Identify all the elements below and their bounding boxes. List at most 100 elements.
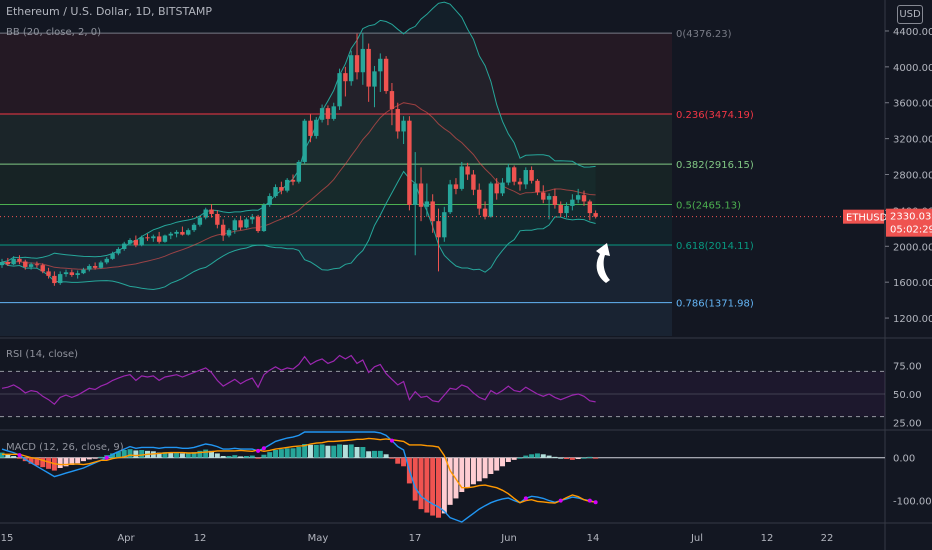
candle[interactable] bbox=[331, 106, 336, 119]
candle[interactable] bbox=[180, 231, 185, 235]
candle[interactable] bbox=[302, 120, 307, 162]
time-axis[interactable]: 15 Apr 12 May 17 Jun 14 Jul 12 22 bbox=[1, 533, 834, 544]
candle[interactable] bbox=[127, 240, 133, 244]
candle[interactable] bbox=[46, 271, 51, 276]
candle[interactable] bbox=[337, 73, 342, 107]
candle[interactable] bbox=[575, 195, 581, 200]
candle[interactable] bbox=[116, 248, 121, 254]
candle[interactable] bbox=[58, 274, 63, 284]
candle[interactable] bbox=[261, 205, 267, 232]
signal-line[interactable] bbox=[2, 437, 596, 504]
candle[interactable] bbox=[267, 196, 272, 206]
candle[interactable] bbox=[69, 272, 75, 275]
candle[interactable] bbox=[343, 73, 348, 82]
candle[interactable] bbox=[511, 167, 517, 182]
last-price-tag[interactable] bbox=[886, 208, 932, 237]
candle[interactable] bbox=[517, 181, 523, 185]
rsi-line[interactable] bbox=[1, 354, 596, 406]
candle[interactable] bbox=[535, 180, 540, 193]
bb-indicator-label[interactable]: BB (20, close, 2, 0) bbox=[6, 27, 101, 38]
candle[interactable] bbox=[197, 217, 203, 225]
candle[interactable] bbox=[587, 201, 593, 214]
candle[interactable] bbox=[477, 189, 482, 209]
candle[interactable] bbox=[459, 166, 464, 189]
candle[interactable] bbox=[308, 120, 313, 136]
candle[interactable] bbox=[162, 235, 168, 242]
candle[interactable] bbox=[430, 201, 435, 222]
candle[interactable] bbox=[290, 179, 296, 182]
candle[interactable] bbox=[558, 205, 563, 214]
currency-button[interactable]: USD bbox=[897, 5, 923, 24]
candle[interactable] bbox=[354, 55, 360, 73]
candle[interactable] bbox=[232, 220, 237, 231]
candle[interactable] bbox=[174, 231, 179, 234]
candle[interactable] bbox=[372, 71, 377, 87]
candle[interactable] bbox=[349, 55, 354, 82]
candle[interactable] bbox=[244, 219, 249, 228]
candle[interactable] bbox=[139, 237, 144, 246]
candle[interactable] bbox=[92, 266, 98, 268]
rsi-indicator-label[interactable]: RSI (14, close) bbox=[6, 349, 79, 360]
candle[interactable] bbox=[209, 209, 214, 214]
candle[interactable] bbox=[296, 161, 302, 182]
candle[interactable] bbox=[564, 205, 569, 214]
up-arrow-annotation[interactable] bbox=[596, 243, 610, 283]
candle[interactable] bbox=[284, 179, 290, 191]
candle[interactable] bbox=[255, 216, 261, 232]
last-price-symbol-tag[interactable] bbox=[843, 209, 884, 224]
candle[interactable] bbox=[442, 212, 447, 238]
candle[interactable] bbox=[151, 236, 156, 239]
candle[interactable] bbox=[75, 273, 80, 275]
candlestick-series[interactable] bbox=[0, 33, 885, 286]
candle[interactable] bbox=[215, 213, 220, 225]
candle[interactable] bbox=[570, 199, 575, 206]
candle[interactable] bbox=[523, 170, 528, 185]
candle[interactable] bbox=[5, 261, 11, 265]
candle[interactable] bbox=[63, 272, 69, 275]
candle[interactable] bbox=[34, 264, 40, 266]
candle[interactable] bbox=[81, 269, 86, 274]
candle[interactable] bbox=[98, 262, 104, 268]
candle[interactable] bbox=[383, 58, 389, 92]
candle[interactable] bbox=[279, 187, 284, 191]
candle[interactable] bbox=[122, 243, 127, 249]
candle[interactable] bbox=[447, 184, 453, 213]
candle[interactable] bbox=[273, 187, 278, 197]
candle[interactable] bbox=[186, 230, 191, 235]
rsi-pane[interactable] bbox=[0, 354, 885, 418]
candle[interactable] bbox=[110, 253, 115, 259]
candle[interactable] bbox=[17, 258, 22, 262]
candle[interactable] bbox=[541, 192, 546, 200]
candle[interactable] bbox=[482, 208, 488, 217]
candle[interactable] bbox=[0, 261, 5, 266]
candle[interactable] bbox=[500, 182, 505, 194]
candle[interactable] bbox=[23, 261, 28, 267]
candle[interactable] bbox=[133, 240, 139, 246]
candle[interactable] bbox=[52, 275, 57, 284]
candle[interactable] bbox=[145, 237, 150, 239]
candle[interactable] bbox=[28, 264, 34, 267]
candle[interactable] bbox=[465, 166, 470, 175]
macd-pane[interactable] bbox=[0, 431, 885, 523]
candle[interactable] bbox=[314, 119, 319, 136]
candle[interactable] bbox=[156, 236, 162, 242]
candle[interactable] bbox=[203, 209, 208, 218]
candle[interactable] bbox=[593, 213, 598, 217]
candle[interactable] bbox=[319, 108, 325, 120]
fibonacci-retracement[interactable]: 0(4376.23) 0.236(3474.19) 0.382(2916.15) 0.… bbox=[0, 29, 754, 336]
candle[interactable] bbox=[11, 258, 16, 265]
candle[interactable] bbox=[378, 58, 383, 72]
candle[interactable] bbox=[546, 196, 552, 200]
price-axis[interactable]: 1200.001600.002000.002400.002800.003200.… bbox=[843, 27, 932, 508]
annotation-layer[interactable] bbox=[596, 243, 610, 283]
candle[interactable] bbox=[413, 183, 418, 206]
candle[interactable] bbox=[104, 258, 109, 263]
candle[interactable] bbox=[488, 183, 494, 217]
candle[interactable] bbox=[226, 230, 232, 236]
candle[interactable] bbox=[471, 174, 476, 190]
candle[interactable] bbox=[552, 196, 558, 206]
candle[interactable] bbox=[401, 120, 406, 132]
candle[interactable] bbox=[325, 108, 331, 119]
candle[interactable] bbox=[389, 91, 395, 110]
